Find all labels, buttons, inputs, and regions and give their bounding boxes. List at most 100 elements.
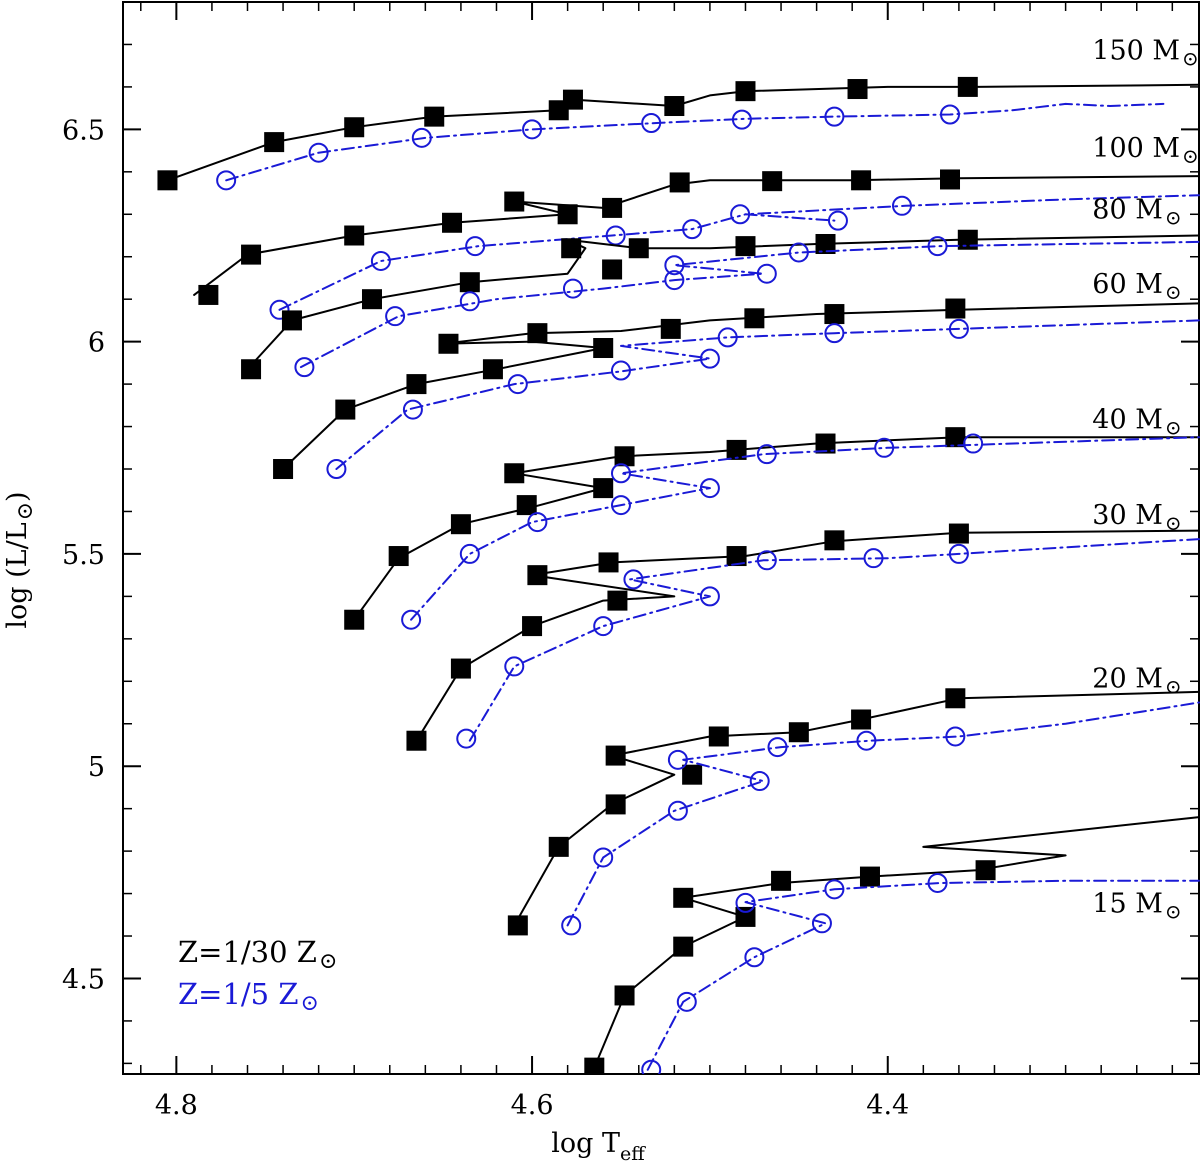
mass-label: 15 M ⊙ — [1092, 889, 1181, 924]
track-marker-circle — [522, 119, 543, 140]
track-marker-circle — [963, 433, 984, 454]
track-marker-square — [507, 915, 528, 936]
track-marker-circle — [664, 270, 685, 291]
track-marker-square — [628, 238, 649, 259]
track-marker-square — [527, 565, 548, 586]
track-marker-circle — [402, 399, 423, 420]
track-marker-square — [788, 722, 809, 743]
track-marker-square — [388, 546, 409, 567]
track-marker-square — [614, 446, 635, 467]
mass-label: 30 M ⊙ — [1092, 500, 1181, 535]
track-marker-square — [344, 225, 365, 246]
mass-label: 100 M ⊙ — [1092, 133, 1199, 168]
track-marker-circle — [593, 847, 614, 868]
track-marker-square — [406, 374, 427, 395]
track-marker-square — [940, 169, 961, 190]
track-marker-circle — [811, 913, 832, 934]
track-marker-circle — [456, 728, 477, 749]
track-marker-circle — [699, 478, 720, 499]
track-marker-square — [957, 229, 978, 250]
track-marker-circle — [561, 915, 582, 936]
track-marker-circle — [827, 210, 848, 231]
track-marker-square — [438, 333, 459, 354]
track-marker-square — [459, 272, 480, 293]
track-line — [278, 194, 1200, 311]
track-line — [225, 102, 1165, 182]
track-marker-circle — [699, 586, 720, 607]
track-marker-square — [424, 106, 445, 127]
track-marker-square — [682, 764, 703, 785]
track-marker-circle — [623, 569, 644, 590]
track-line — [299, 240, 1200, 369]
track-line — [513, 690, 1200, 927]
track-marker-circle — [610, 495, 631, 516]
track-marker-square — [602, 259, 623, 280]
track-marker-square — [744, 308, 765, 329]
track-marker-square — [945, 688, 966, 709]
track-marker-circle — [269, 299, 290, 320]
track-line — [353, 436, 1200, 621]
track-line — [468, 538, 1200, 742]
track-marker-square — [847, 79, 868, 100]
track-marker-square — [273, 459, 294, 480]
track-marker-square — [708, 726, 729, 747]
track-marker-square — [945, 427, 966, 448]
track-marker-circle — [940, 104, 961, 125]
track-marker-square — [344, 117, 365, 138]
track-marker-circle — [948, 543, 969, 564]
track-marker-square — [859, 866, 880, 887]
track-marker-square — [762, 171, 783, 192]
track-marker-square — [593, 478, 614, 499]
track-marker-square — [815, 433, 836, 454]
track-marker-square — [605, 794, 626, 815]
track-marker-square — [522, 616, 543, 637]
track-marker-circle — [863, 548, 884, 569]
track-marker-square — [198, 284, 219, 305]
track-marker-square — [824, 530, 845, 551]
y-axis-label: log (L/L⊙) — [2, 491, 38, 628]
track-marker-square — [726, 439, 747, 460]
track-marker-square — [660, 318, 681, 339]
track-marker-circle — [731, 109, 752, 130]
track-marker-square — [673, 887, 694, 908]
track-line — [335, 319, 1200, 470]
track-marker-square — [605, 745, 626, 766]
track-marker-square — [851, 709, 872, 730]
track-marker-circle — [756, 444, 777, 465]
track-marker-circle — [730, 204, 751, 225]
track-marker-circle — [856, 730, 877, 751]
legend-entry-high-z: Z=1/5 Z⊙ — [178, 977, 319, 1016]
track-marker-circle — [401, 609, 422, 630]
track-marker-square — [281, 310, 302, 331]
track-marker-square — [450, 658, 471, 679]
track-marker-square — [948, 523, 969, 544]
y-axis-ticks: 4.5 5 5.5 6 6.5 — [62, 1, 1199, 1065]
plot-frame — [122, 1, 1200, 1075]
track-marker-circle — [527, 512, 548, 533]
track-marker-square — [442, 212, 463, 233]
track-marker-circle — [294, 357, 315, 378]
track-marker-square — [584, 1057, 605, 1074]
track-marker-square — [607, 590, 628, 611]
track-marker-square — [548, 836, 569, 857]
track-marker-square — [673, 936, 694, 957]
track-line — [246, 234, 1200, 371]
mass-label: 150 M ⊙ — [1092, 35, 1199, 70]
track-marker-circle — [824, 323, 845, 344]
mass-label: 60 M ⊙ — [1092, 269, 1181, 304]
track-marker-square — [557, 204, 578, 225]
legend-entry-low-z: Z=1/30 Z⊙ — [178, 935, 337, 974]
legend: Z=1/30 Z⊙ Z=1/5 Z⊙ — [178, 935, 337, 1016]
track-line — [646, 879, 1200, 1071]
track-marker-circle — [824, 879, 845, 900]
track-marker-circle — [682, 219, 703, 240]
track-marker-circle — [370, 250, 391, 271]
track-marker-square — [562, 89, 583, 110]
series-layer — [157, 76, 1200, 1074]
track-marker-circle — [874, 437, 895, 458]
track-marker-square — [157, 170, 178, 191]
track-marker-square — [561, 238, 582, 259]
x-tick-label: 4.8 — [155, 1090, 198, 1121]
track-marker-square — [598, 552, 619, 573]
track-marker-square — [335, 399, 356, 420]
